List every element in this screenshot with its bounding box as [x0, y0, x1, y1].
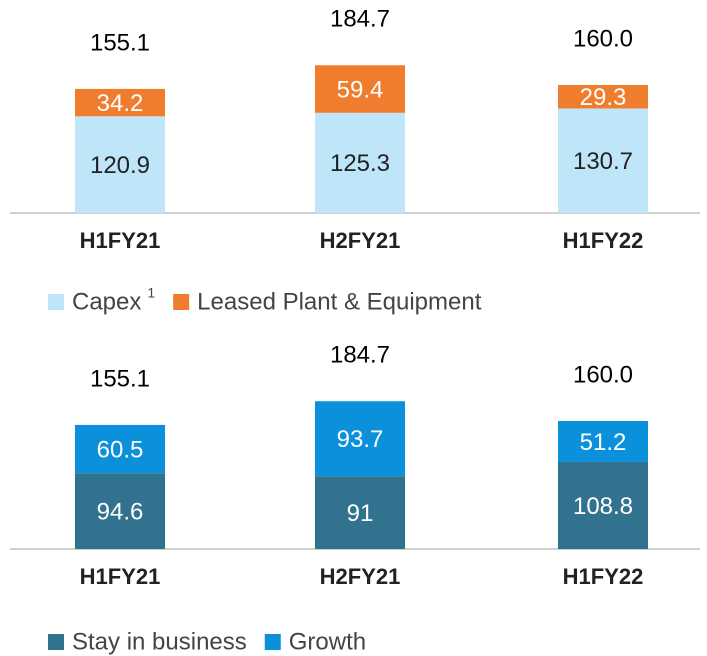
category-label: H1FY21	[80, 228, 161, 253]
value-label: 29.3	[580, 84, 627, 111]
bar-segment	[315, 401, 405, 477]
value-label: 125.3	[330, 150, 390, 177]
total-label: 155.1	[90, 365, 150, 392]
category-label: H1FY21	[80, 564, 161, 589]
value-label: 94.6	[97, 499, 144, 526]
value-label: 51.2	[580, 429, 627, 456]
bar-segment	[558, 461, 648, 549]
total-label: 184.7	[330, 342, 390, 369]
bar-segment	[75, 473, 165, 549]
bar-segment	[315, 476, 405, 549]
bar-segment	[75, 424, 165, 474]
legend-label: Growth	[289, 628, 366, 655]
value-label: 130.7	[573, 148, 633, 175]
value-label: 108.8	[573, 493, 633, 520]
value-label: 34.2	[97, 90, 144, 117]
value-label: 59.4	[337, 76, 384, 103]
total-label: 160.0	[573, 25, 633, 52]
legend-swatch	[48, 634, 64, 650]
bar-segment	[558, 421, 648, 462]
category-label: H1FY22	[563, 228, 644, 253]
bar-segment	[558, 85, 648, 109]
total-label: 184.7	[330, 6, 390, 33]
bar-segment	[315, 65, 405, 113]
value-label: 93.7	[337, 426, 384, 453]
bar-segment	[75, 88, 165, 117]
category-label: H2FY21	[320, 564, 401, 589]
category-label: H1FY22	[563, 564, 644, 589]
value-label: 60.5	[97, 436, 144, 463]
total-label: 155.1	[90, 29, 150, 56]
legend-swatch	[264, 634, 281, 650]
legend-label: Stay in business	[72, 628, 247, 655]
category-label: H2FY21	[320, 228, 401, 253]
legend-label: Capex	[72, 288, 141, 315]
legend-footnote: 1	[147, 285, 155, 301]
value-label: 120.9	[90, 152, 150, 179]
total-label: 160.0	[573, 361, 633, 388]
legend-swatch	[48, 294, 64, 310]
legend-label: Leased Plant & Equipment	[197, 288, 482, 315]
bar-segment	[315, 112, 405, 213]
bar-segment	[558, 108, 648, 213]
bar-segment	[75, 116, 165, 213]
value-label: 91	[347, 500, 374, 527]
legend-swatch	[173, 294, 190, 310]
